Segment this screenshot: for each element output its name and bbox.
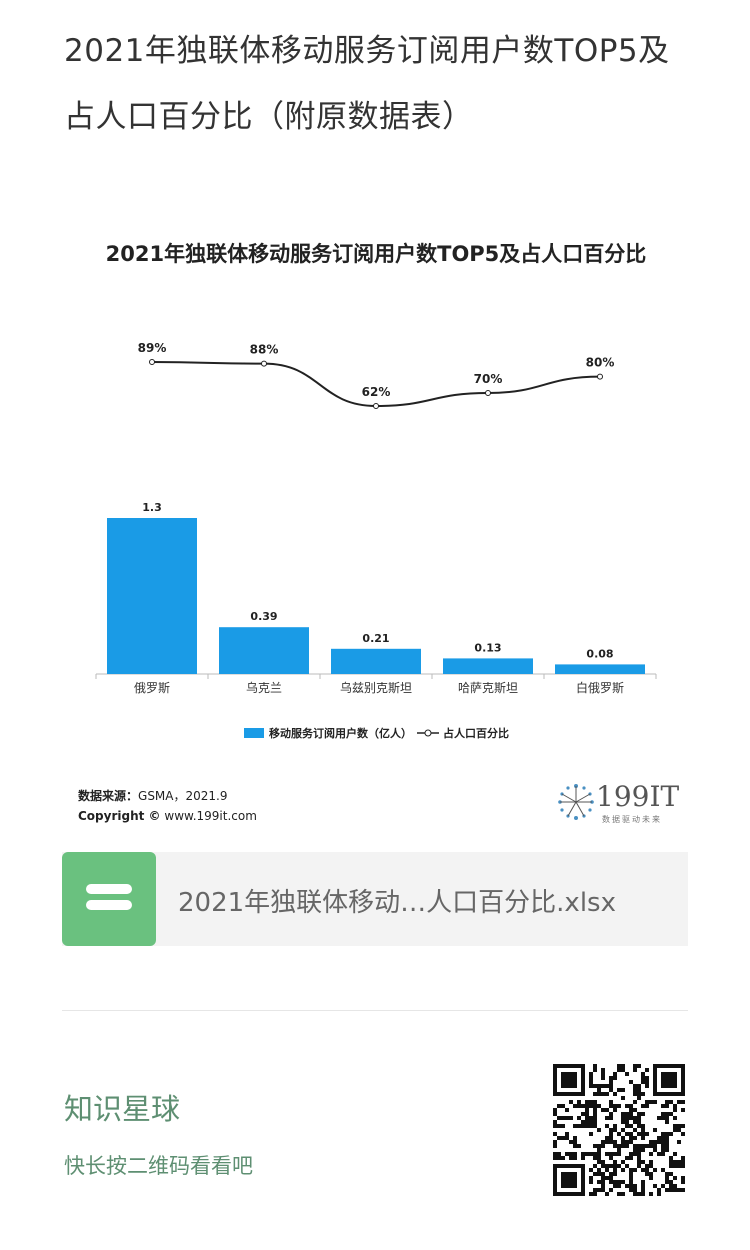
promo-subtitle: 快长按二维码看看吧 [64,1154,253,1178]
bar [107,518,197,674]
chart-image[interactable]: 2021年独联体移动服务订阅用户数TOP5及占人口百分比 1.3 俄罗斯 0.39 乌… [62,218,690,838]
percent-point [149,359,155,365]
legend-bar-swatch [244,728,264,738]
bar [443,658,533,674]
chart-plot: 1.3 俄罗斯 0.39 乌克兰 0.21 乌兹别克斯坦 0.13 哈萨克斯坦 0.08 白俄罗斯… [95,341,657,740]
x-tick-label: 白俄罗斯 [576,680,624,695]
brand-logo: 199IT 数据驱动未来 [554,778,684,828]
post-title-line-2: 占人口百分比（附原数据表） [64,99,474,135]
logo-text: 199IT [596,780,680,813]
divider [62,1010,688,1011]
bar-value-label: 1.3 [142,501,162,514]
promo-title: 知识星球 [64,1092,181,1126]
chart-title: 2021年独联体移动服务订阅用户数TOP5及占人口百分比 [105,242,647,266]
bar [555,664,645,674]
bar-value-label: 0.21 [362,632,389,645]
legend-line-marker [424,729,432,737]
source-label: 数据来源： [78,789,139,803]
wps-sheet-icon [62,852,156,946]
legend-line-label: 占人口百分比 [443,726,509,740]
legend-bar-label: 移动服务订阅用户数（亿人） [269,726,412,740]
bar [219,627,309,674]
dandelion-icon [558,784,594,820]
bar [331,648,421,674]
percent-label: 89% [138,341,167,355]
percent-label: 62% [362,385,391,399]
x-tick-label: 哈萨克斯坦 [458,681,518,695]
file-attachment[interactable]: 2021年独联体移动…人口百分比.xlsx [62,852,688,946]
percent-point [597,373,603,380]
percent-point [261,360,267,367]
logo-subtext: 数据驱动未来 [602,815,662,824]
x-tick-label: 乌兹别克斯坦 [340,680,412,695]
source-text: GSMA，2021.9 [138,789,228,803]
bar-value-label: 0.13 [474,641,501,654]
bar-value-label: 0.08 [586,647,613,660]
x-tick-label: 乌克兰 [246,680,282,695]
percent-label: 70% [474,372,503,386]
copyright-label: Copyright © [78,809,161,823]
copyright-text: www.199it.com [164,809,257,823]
file-name: 2021年独联体移动…人口百分比.xlsx [178,888,616,918]
percent-point [485,389,491,396]
data-source: 数据来源：GSMA，2021.9 Copyright © www.199it.c… [78,786,257,826]
percent-line [151,361,601,408]
x-tick-label: 俄罗斯 [134,681,170,695]
post-title-line-1: 2021年独联体移动服务订阅用户数TOP5及 [64,33,670,69]
bar-value-label: 0.39 [250,610,277,623]
percent-label: 88% [250,343,279,357]
qr-code-icon[interactable] [553,1064,685,1196]
percent-label: 80% [586,356,615,370]
post-title: 2021年独联体移动服务订阅用户数TOP5及 占人口百分比（附原数据表） [64,18,704,150]
percent-point [373,403,379,409]
